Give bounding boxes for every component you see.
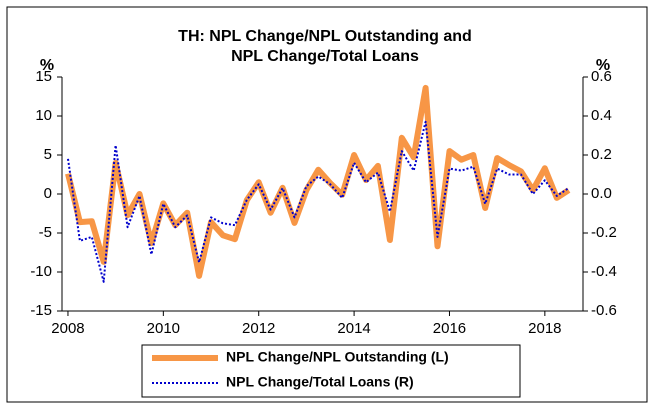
y2-tick-label: 0.0 xyxy=(591,185,612,202)
chart-title: TH: NPL Change/NPL Outstanding and xyxy=(178,28,472,45)
y2-tick-label: 0.2 xyxy=(591,146,612,163)
x-tick-label: 2016 xyxy=(433,320,466,337)
chart-frame xyxy=(6,6,648,403)
x-tick-label: 2010 xyxy=(147,320,180,337)
y-tick-label: -5 xyxy=(39,224,52,241)
y2-tick-label: -0.6 xyxy=(591,302,617,319)
y2-axis-label: % xyxy=(596,57,610,74)
x-tick-label: 2008 xyxy=(51,320,84,337)
chart-title: NPL Change/Total Loans xyxy=(231,48,419,65)
x-tick-label: 2014 xyxy=(337,320,370,337)
y2-tick-label: -0.4 xyxy=(591,263,617,280)
x-tick-label: 2018 xyxy=(528,320,561,337)
legend-label: NPL Change/Total Loans (R) xyxy=(226,374,414,390)
y2-tick-label: 0.4 xyxy=(591,107,612,124)
legend-label: NPL Change/NPL Outstanding (L) xyxy=(226,349,449,365)
series-line xyxy=(65,84,571,279)
y-tick-label: 0 xyxy=(44,185,52,202)
y-axis-label: % xyxy=(40,57,54,74)
y-tick-label: -15 xyxy=(30,302,52,319)
y2-tick-label: 0.6 xyxy=(591,68,612,85)
y-tick-label: 5 xyxy=(44,146,52,163)
y2-tick-label: -0.2 xyxy=(591,224,617,241)
legend-box xyxy=(141,344,521,398)
y-tick-label: 10 xyxy=(35,107,52,124)
y-tick-label: -10 xyxy=(30,263,52,280)
x-tick-label: 2012 xyxy=(242,320,275,337)
y-tick-label: 15 xyxy=(35,68,52,85)
